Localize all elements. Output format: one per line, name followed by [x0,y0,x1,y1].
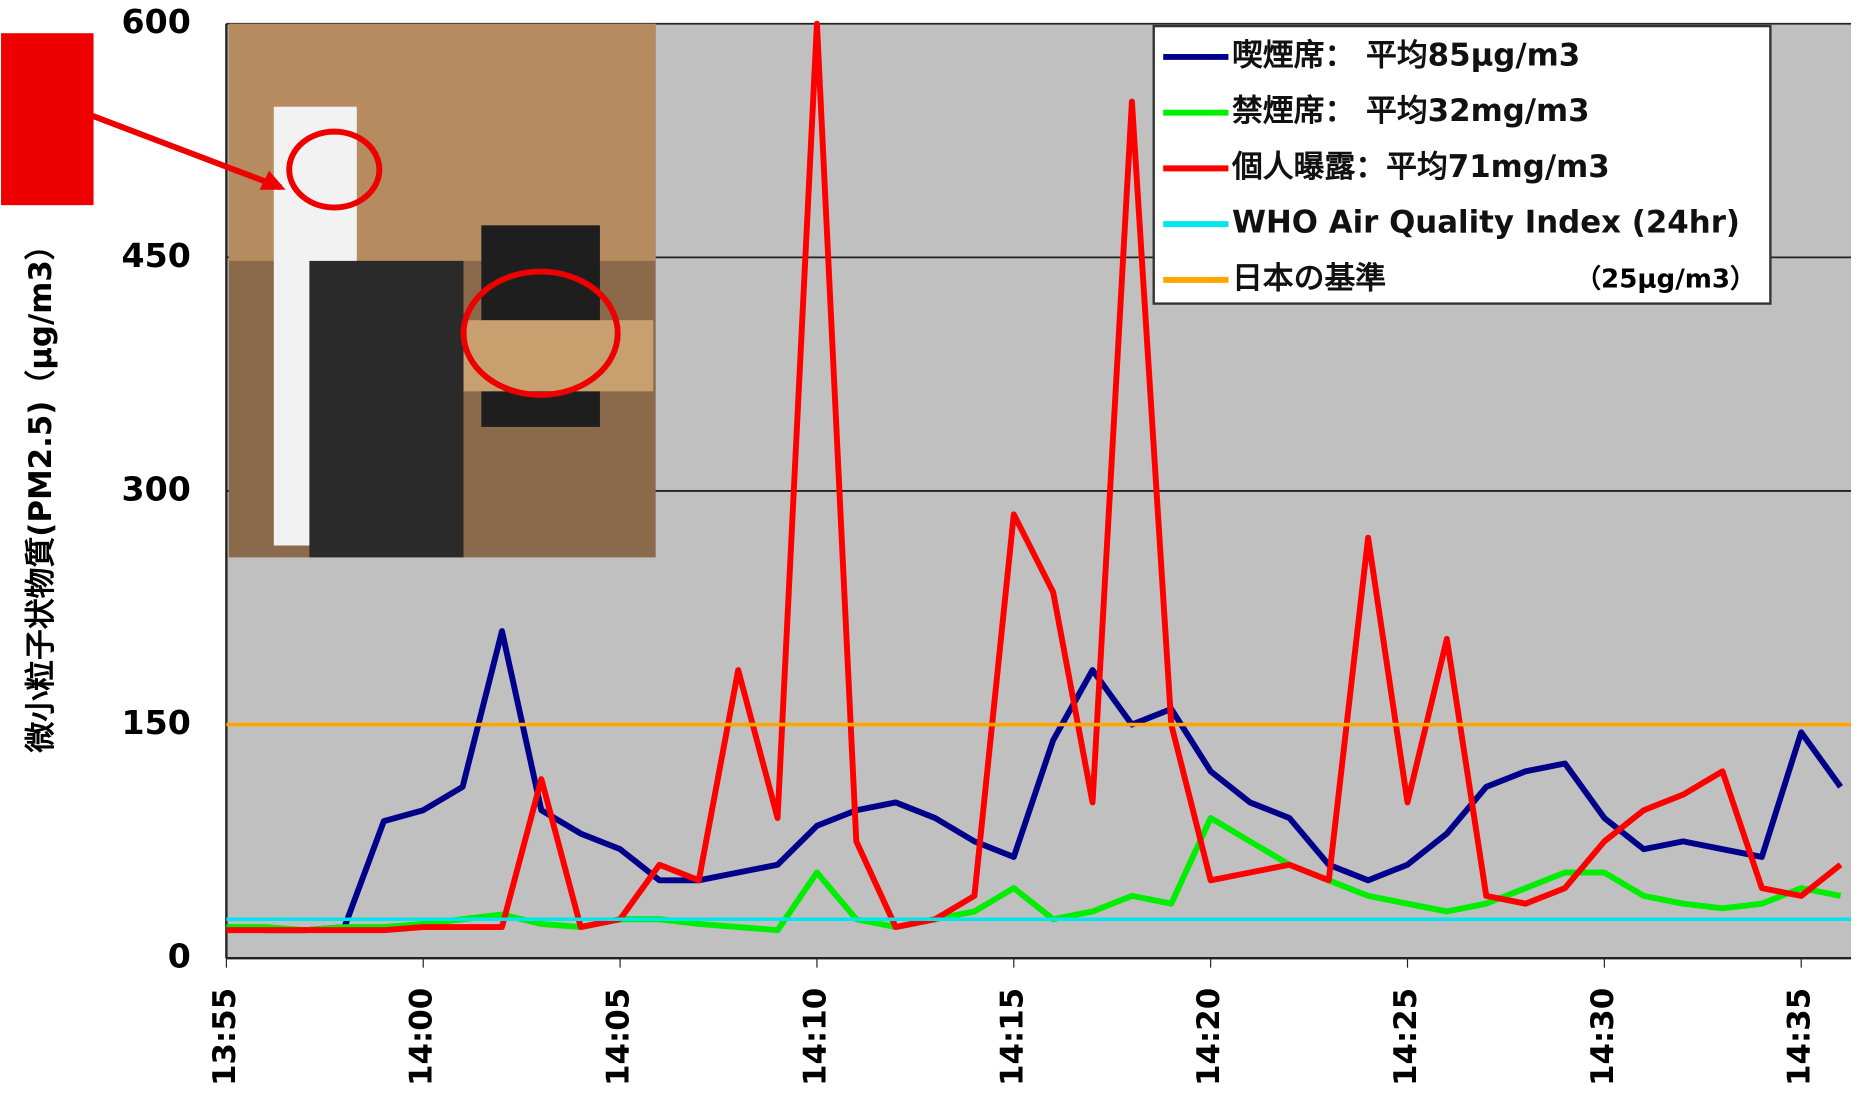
x-tick-label: 14:25 [1388,988,1424,1086]
y-axis-label: 微小粒子状物質(PM2.5)（μg/m3） [23,229,59,753]
x-tick-label: 13:55 [207,988,243,1086]
y-tick-label: 450 [122,236,191,275]
x-tick-label: 14:35 [1782,988,1818,1086]
inset-photo [229,24,656,558]
legend-note: （25μg/m3） [1575,264,1756,294]
x-tick-label: 14:15 [994,988,1030,1086]
legend-label: 喫煙席： 平均85μg/m3 [1232,37,1580,73]
x-tick-label: 14:05 [601,988,637,1086]
chart: 微小粒子状物質(PM2.5)（μg/m3） 喫煙席： 平均85μg/m3 禁煙席：… [0,0,1858,1091]
y-tick-label: 600 [122,2,191,41]
y-tick-label: 0 [168,937,191,976]
x-tick-label: 14:20 [1191,988,1227,1086]
x-tick-label: 14:00 [404,988,440,1086]
photo-person [309,261,463,557]
legend-label: 個人曝露：平均71mg/m3 [1231,149,1610,185]
x-tick-label: 14:30 [1585,988,1621,1086]
x-tick-label: 14:10 [797,988,833,1086]
legend-label: 日本の基準 [1232,260,1386,296]
y-tick-label: 300 [122,469,191,508]
legend-label: WHO Air Quality Index (24hr) [1232,205,1740,241]
y-tick-label: 150 [122,703,191,742]
legend-label: 禁煙席： 平均32mg/m3 [1232,93,1590,129]
callout-box [1,33,93,205]
